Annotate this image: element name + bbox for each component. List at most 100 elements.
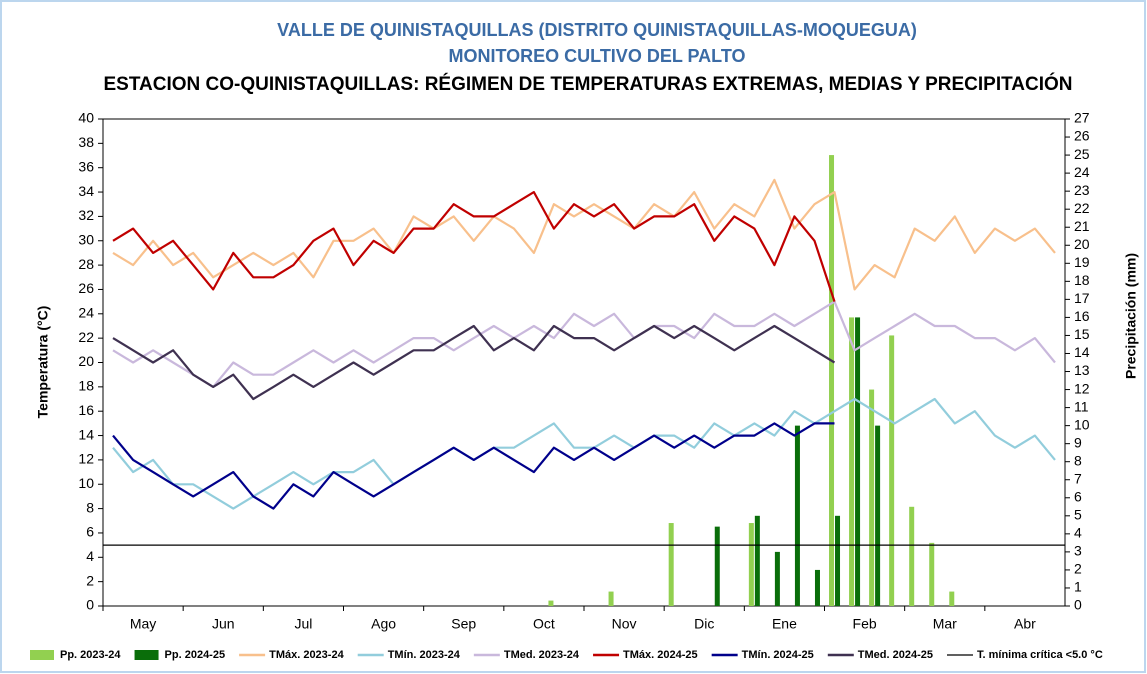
- legend-swatch: [134, 650, 159, 660]
- y2-tick-label: 5: [1074, 507, 1082, 523]
- y-tick-label: 2: [86, 572, 94, 588]
- y-tick-label: 12: [78, 451, 94, 467]
- chart-subtitle: MONITOREO CULTIVO DEL PALTO: [448, 46, 745, 66]
- y-tick-label: 20: [78, 353, 94, 369]
- precip-bar: [869, 389, 875, 606]
- y2-tick-label: 0: [1074, 597, 1082, 613]
- y-tick-label: 0: [86, 597, 94, 613]
- x-tick-label: Nov: [612, 616, 637, 632]
- y-tick-label: 4: [86, 548, 94, 564]
- precip-bar: [835, 515, 841, 606]
- y-tick-label: 10: [78, 475, 94, 491]
- y-tick-label: 22: [78, 329, 94, 345]
- y-tick-label: 34: [78, 183, 94, 199]
- y2-tick-label: 15: [1074, 326, 1090, 342]
- x-tick-label: Feb: [853, 616, 877, 632]
- legend-swatch: [30, 650, 54, 660]
- legend-label: Pp. 2023-24: [60, 649, 121, 661]
- x-tick-label: Abr: [1014, 616, 1036, 632]
- legend-label: Pp. 2024-25: [165, 649, 226, 661]
- x-tick-label: Oct: [533, 616, 555, 632]
- temperature-line: [112, 191, 836, 302]
- y-tick-label: 16: [78, 402, 94, 418]
- precip-bar: [548, 600, 554, 606]
- y2-tick-label: 22: [1074, 200, 1090, 216]
- chart-title: VALLE DE QUINISTAQUILLAS (DISTRITO QUINI…: [277, 20, 917, 40]
- y-tick-label: 30: [78, 231, 94, 247]
- precip-bar: [929, 542, 935, 606]
- y-tick-label: 24: [78, 305, 94, 321]
- precip-bar: [829, 155, 835, 606]
- y-tick-label: 28: [78, 256, 94, 272]
- y-tick-label: 36: [78, 158, 94, 174]
- precip-bar: [794, 425, 800, 606]
- x-tick-label: Mar: [933, 616, 957, 632]
- legend-label: TMed. 2023-24: [504, 649, 580, 661]
- legend-label: TMed. 2024-25: [858, 649, 933, 661]
- precip-bar: [748, 523, 754, 606]
- temperature-line: [112, 397, 1056, 510]
- legend-label: TMín. 2024-25: [742, 649, 814, 661]
- precip-bar: [875, 425, 881, 606]
- precip-bar: [774, 551, 780, 606]
- y-axis-label: Temperatura (°C): [35, 306, 51, 419]
- precip-bar: [814, 569, 820, 606]
- y2-tick-label: 14: [1074, 344, 1090, 360]
- y2-tick-label: 24: [1074, 164, 1090, 180]
- precip-bar: [668, 523, 674, 606]
- y2-tick-label: 16: [1074, 308, 1090, 324]
- x-tick-label: Ago: [371, 616, 396, 632]
- chart-heading: ESTACION CO-QUINISTAQUILLAS: RÉGIMEN DE …: [103, 73, 1072, 95]
- y2-tick-label: 20: [1074, 236, 1090, 252]
- precip-bar: [855, 317, 861, 606]
- y-tick-label: 14: [78, 426, 94, 442]
- y2-tick-label: 9: [1074, 434, 1082, 450]
- legend-label: TMáx. 2023-24: [269, 649, 344, 661]
- y2-tick-label: 3: [1074, 543, 1082, 559]
- x-tick-label: May: [130, 616, 156, 632]
- plot-area: [102, 118, 1066, 607]
- y2-tick-label: 4: [1074, 525, 1082, 541]
- y2-tick-label: 26: [1074, 128, 1090, 144]
- y2-tick-label: 10: [1074, 416, 1090, 432]
- temperature-line: [112, 300, 1056, 388]
- temperature-line: [112, 422, 835, 510]
- y-tick-label: 8: [86, 499, 94, 515]
- precip-bar: [889, 335, 895, 606]
- y2-tick-label: 18: [1074, 272, 1090, 288]
- x-tick-label: Sep: [451, 616, 476, 632]
- y2-tick-label: 6: [1074, 488, 1082, 504]
- precip-bar: [714, 526, 720, 606]
- y-tick-label: 32: [78, 207, 94, 223]
- precip-bar: [754, 515, 760, 606]
- precip-bar: [849, 317, 855, 606]
- legend-label: T. mínima crítica <5.0 °C: [977, 649, 1103, 661]
- y2-tick-label: 17: [1074, 290, 1090, 306]
- x-tick-label: Ene: [772, 616, 797, 632]
- y2-tick-label: 2: [1074, 561, 1082, 577]
- y2-tick-label: 21: [1074, 218, 1090, 234]
- y2-tick-label: 1: [1074, 579, 1082, 595]
- y-tick-label: 18: [78, 378, 94, 394]
- temperature-line: [112, 178, 1056, 291]
- y-tick-label: 6: [86, 524, 94, 540]
- y-tick-label: 38: [78, 134, 94, 150]
- legend-label: TMáx. 2024-25: [623, 649, 698, 661]
- y2-tick-label: 27: [1074, 110, 1090, 126]
- y2-axis-label: Precipitación (mm): [1123, 253, 1139, 379]
- precip-bar: [909, 506, 915, 606]
- precip-bar: [949, 591, 955, 606]
- x-tick-label: Jun: [212, 616, 235, 632]
- y2-tick-label: 8: [1074, 452, 1082, 468]
- y2-tick-label: 23: [1074, 182, 1090, 198]
- y2-tick-label: 25: [1074, 146, 1090, 162]
- y2-tick-label: 7: [1074, 470, 1082, 486]
- y2-tick-label: 11: [1074, 398, 1089, 414]
- y2-tick-label: 13: [1074, 362, 1090, 378]
- x-tick-label: Dic: [694, 616, 714, 632]
- precip-bar: [608, 591, 614, 606]
- temperature-line: [112, 324, 836, 401]
- y2-tick-label: 19: [1074, 254, 1090, 270]
